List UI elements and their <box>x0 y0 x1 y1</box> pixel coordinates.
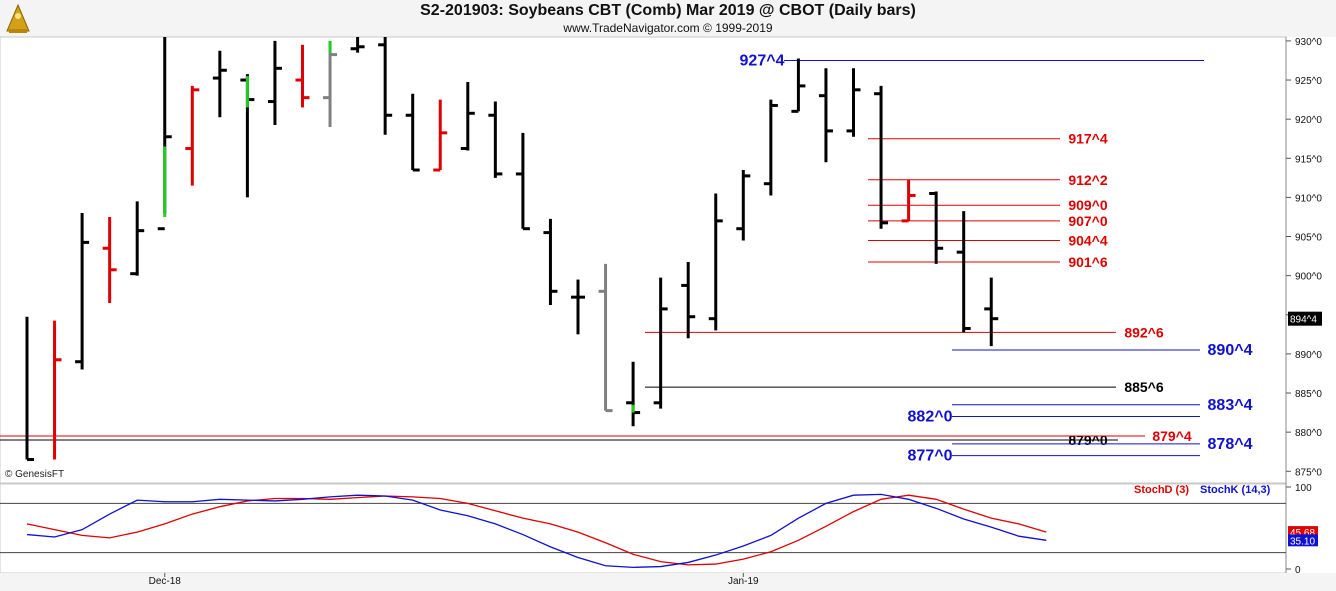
level-label: 878^4 <box>1208 436 1253 453</box>
level-label: 883^4 <box>1208 397 1253 414</box>
chart-title: S2-201903: Soybeans CBT (Comb) Mar 2019 … <box>420 2 916 19</box>
price-bar <box>929 191 944 264</box>
price-bar <box>956 211 971 333</box>
price-bar <box>708 193 723 331</box>
level-label: 882^0 <box>908 408 953 425</box>
price-bar <box>323 40 338 127</box>
price-bar <box>185 85 200 186</box>
stoch-y-tick-label: 100 <box>1295 483 1312 494</box>
price-bar <box>102 216 117 304</box>
price-bar <box>378 37 393 135</box>
y-tick-label: 920^0 <box>1295 115 1322 126</box>
y-tick-label: 930^0 <box>1295 37 1322 48</box>
price-bar <box>763 99 778 196</box>
y-tick-label: 915^0 <box>1295 154 1322 165</box>
x-tick-label: Jan-19 <box>728 576 759 587</box>
y-tick-label: 905^0 <box>1295 233 1322 244</box>
level-label: 907^0 <box>1068 213 1108 229</box>
price-bar <box>681 261 696 339</box>
price-bar <box>488 101 503 178</box>
stoch-y-tick-label: 0 <box>1295 565 1301 576</box>
stoch-last-label: 35.10 <box>1290 536 1315 547</box>
last-price-label: 894^4 <box>1290 315 1317 326</box>
price-bar <box>25 316 34 462</box>
stoch-last-box <box>1288 534 1318 547</box>
price-bar <box>818 68 833 163</box>
price-bar <box>433 99 448 172</box>
price-bar <box>984 277 999 347</box>
y-tick-label: 885^0 <box>1295 389 1322 400</box>
price-bar <box>53 320 62 460</box>
price-bar <box>212 50 227 118</box>
level-label: 879^0 <box>1068 432 1108 448</box>
price-bar <box>571 279 585 335</box>
y-tick-label: 880^0 <box>1295 428 1322 439</box>
legend-stoch-k: StochK (14,3) <box>1200 484 1271 496</box>
bull-logo-icon <box>6 3 30 33</box>
level-label: 885^6 <box>1124 379 1164 395</box>
level-label: 909^0 <box>1068 197 1108 213</box>
title-bar <box>0 0 1336 37</box>
y-tick-label: 900^0 <box>1295 272 1322 283</box>
price-bar <box>901 179 916 223</box>
price-bar <box>653 277 668 409</box>
watermark: © GenesisFT <box>5 469 65 480</box>
stoch-k-line <box>26 493 1047 569</box>
level-label: 892^6 <box>1124 324 1164 340</box>
x-tick-label: Dec-18 <box>149 576 182 587</box>
price-bar <box>736 170 751 241</box>
chart-subtitle: www.TradeNavigator.com © 1999-2019 <box>563 21 773 35</box>
legend-stoch-d: StochD (3) <box>1134 484 1189 496</box>
price-bar <box>460 81 475 151</box>
y-tick-label: 890^0 <box>1295 350 1322 361</box>
price-bar <box>543 218 558 305</box>
level-label: 917^4 <box>1068 131 1108 147</box>
price-bar <box>874 85 889 229</box>
y-tick-label: 875^0 <box>1295 467 1322 478</box>
price-bar <box>791 58 806 113</box>
price-bar <box>846 68 861 137</box>
price-bar <box>350 37 365 53</box>
y-tick-label: 925^0 <box>1295 76 1322 87</box>
price-bar <box>598 263 613 413</box>
date-axis-strip <box>0 573 1336 591</box>
price-bar <box>130 201 145 276</box>
level-label: 927^4 <box>740 52 785 69</box>
price-bar <box>295 44 310 108</box>
level-label: 904^4 <box>1068 232 1108 248</box>
price-bar <box>515 132 530 231</box>
stoch-panel-frame <box>0 483 1287 574</box>
price-bar <box>626 361 641 427</box>
price-bar <box>405 93 420 172</box>
level-label: 912^2 <box>1068 172 1108 188</box>
y-tick-label: 910^0 <box>1295 193 1322 204</box>
price-bar <box>75 213 90 370</box>
level-label: 877^0 <box>908 448 953 465</box>
stoch-d-line <box>26 494 1047 566</box>
level-label: 901^6 <box>1068 254 1108 270</box>
last-price-box <box>1288 311 1322 326</box>
level-label: 879^4 <box>1152 428 1192 444</box>
stoch-last-label: 45.68 <box>1290 528 1315 539</box>
level-label: 890^4 <box>1208 342 1253 359</box>
price-bar <box>267 40 282 126</box>
